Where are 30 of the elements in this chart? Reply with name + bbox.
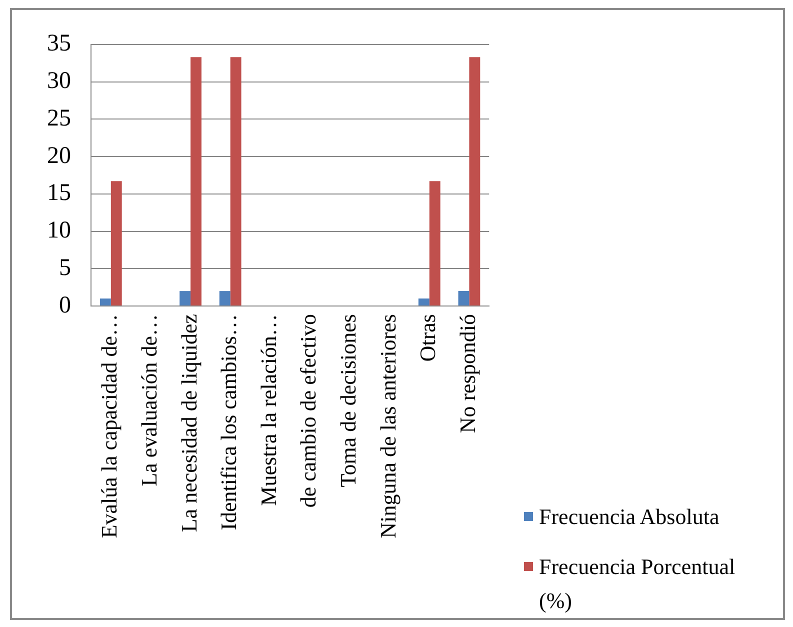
y-tick-label: 0 [59, 292, 71, 318]
x-tick-label: Muestra la relación… [256, 314, 281, 506]
x-tick-label: La necesidad de liquidez [176, 314, 202, 532]
legend-label: Frecuencia Absoluta [539, 503, 720, 531]
y-tick-label: 5 [59, 254, 71, 281]
bar [469, 57, 480, 306]
bar [180, 291, 191, 306]
x-tick-label: Toma de decisiones [336, 314, 361, 488]
x-tick-label: Otras [415, 314, 440, 362]
x-tick-label: Evalúa la capacidad de… [96, 314, 122, 538]
x-tick-label: La evaluación de… [136, 314, 162, 486]
x-tick-label: de cambio de efectivo [296, 314, 321, 508]
bar [190, 57, 202, 306]
x-tick-label: Ninguna de las anteriores [375, 314, 400, 538]
bar [458, 291, 470, 306]
bar [219, 291, 230, 306]
y-tick-label: 35 [47, 30, 71, 57]
bar [110, 181, 122, 306]
bar [230, 57, 242, 306]
bar [418, 298, 430, 306]
y-tick-label: 20 [47, 142, 71, 169]
x-tick-label: Identifica los cambios… [216, 314, 242, 530]
bar [100, 298, 111, 306]
y-tick-label: 15 [47, 180, 71, 206]
y-tick-label: 25 [47, 105, 71, 132]
legend-label: Frecuencia Porcentual (%) [539, 553, 736, 615]
x-tick-label: No respondió [454, 314, 480, 434]
bar [429, 181, 440, 306]
y-tick-label: 10 [47, 218, 71, 244]
y-tick-label: 30 [47, 68, 71, 94]
